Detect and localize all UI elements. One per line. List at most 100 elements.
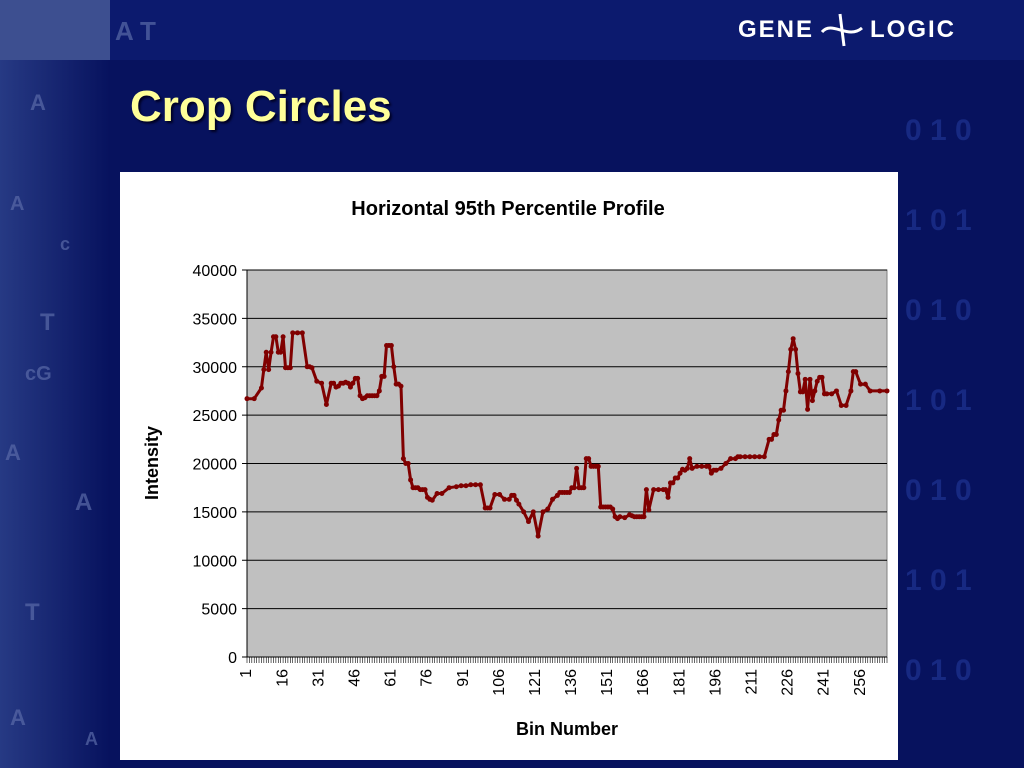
- data-point: [802, 376, 808, 382]
- data-point: [571, 485, 577, 491]
- data-point: [429, 497, 435, 503]
- data-point: [268, 349, 274, 355]
- data-point: [535, 533, 541, 539]
- data-point: [581, 485, 587, 491]
- data-point: [595, 463, 601, 469]
- data-point: [783, 388, 789, 394]
- background-binary: 0 1 0 1 0 1 0 1 0 1 0 1 0 1 0 1 0 1 0 1 …: [905, 114, 972, 687]
- data-point: [785, 369, 791, 375]
- data-point: [788, 346, 794, 352]
- x-tick-label: 76: [419, 669, 436, 687]
- y-tick-label: 35000: [193, 311, 238, 328]
- data-point: [516, 501, 522, 507]
- data-point: [439, 490, 445, 496]
- data-point: [492, 491, 498, 497]
- x-tick-label: 166: [635, 669, 652, 696]
- data-point: [290, 330, 296, 336]
- x-tick-label: 61: [383, 669, 400, 687]
- x-tick-label: 121: [527, 669, 544, 696]
- data-point: [699, 463, 705, 469]
- data-point: [814, 378, 820, 384]
- svg-text:A: A: [10, 193, 24, 215]
- x-tick-label: 241: [816, 669, 833, 696]
- data-point: [345, 380, 351, 386]
- data-point: [665, 494, 671, 500]
- data-point: [400, 456, 406, 462]
- data-point: [463, 483, 469, 489]
- data-point: [526, 519, 532, 525]
- svg-text:cG: cG: [25, 363, 52, 385]
- data-point: [689, 465, 695, 471]
- data-point: [287, 365, 293, 371]
- x-tick-label: 106: [491, 669, 508, 696]
- data-point: [677, 470, 683, 476]
- data-point: [809, 398, 815, 404]
- x-tick-label: 151: [599, 669, 616, 696]
- data-point: [752, 454, 758, 460]
- data-point: [453, 484, 459, 490]
- data-point: [884, 388, 890, 394]
- y-tick-label: 0: [228, 650, 237, 667]
- data-point: [280, 334, 286, 340]
- data-point: [819, 374, 825, 380]
- data-point: [388, 342, 394, 348]
- data-point: [858, 381, 864, 387]
- data-point: [374, 393, 380, 399]
- data-point: [781, 407, 787, 413]
- data-point: [790, 336, 796, 342]
- x-axis-ticks: 1 16 31 46 61 76 91 106 121 136 151 166 181 196 211 226…: [238, 656, 888, 696]
- x-tick-label: 196: [707, 669, 724, 696]
- data-point: [829, 391, 835, 397]
- y-axis-ticks: 0 5000 10000 15000 20000 25000 30000 35000 40000: [193, 263, 248, 667]
- data-point: [521, 509, 527, 515]
- x-tick-label: 211: [743, 669, 760, 695]
- data-point: [824, 391, 830, 397]
- data-point: [408, 477, 414, 483]
- data-point: [350, 380, 356, 386]
- x-tick-label: 31: [310, 669, 327, 687]
- x-tick-label: 136: [563, 669, 580, 696]
- x-tick-label: 226: [780, 669, 797, 696]
- data-point: [684, 465, 690, 471]
- svg-text:1 0 1: 1 0 1: [905, 204, 972, 237]
- x-tick-label: 1: [238, 669, 255, 678]
- chart: Horizontal 95th Percentile Profile 0 5000…: [142, 198, 890, 739]
- data-point: [319, 380, 325, 386]
- x-tick-label: 91: [455, 669, 472, 687]
- x-axis-label: Bin Number: [516, 719, 618, 739]
- data-point: [805, 406, 811, 412]
- data-point: [513, 497, 519, 503]
- data-point: [655, 487, 661, 493]
- data-point: [838, 402, 844, 408]
- data-point: [468, 482, 474, 488]
- data-point: [800, 389, 806, 395]
- data-point: [309, 365, 315, 371]
- data-point: [776, 417, 782, 423]
- data-point: [331, 380, 337, 386]
- y-tick-label: 20000: [193, 457, 238, 474]
- data-point: [540, 509, 546, 515]
- data-point: [323, 401, 329, 407]
- data-point: [586, 456, 592, 462]
- data-point: [398, 383, 404, 389]
- data-point: [795, 371, 801, 377]
- data-point: [713, 467, 719, 473]
- logo-swoosh-icon: [820, 13, 863, 47]
- svg-text:c: c: [60, 234, 70, 254]
- data-point: [381, 373, 387, 379]
- data-point: [273, 334, 279, 340]
- data-point: [807, 376, 813, 382]
- data-point: [867, 388, 873, 394]
- svg-text:A: A: [5, 440, 21, 465]
- data-point: [723, 461, 729, 466]
- svg-text:T: T: [25, 599, 40, 626]
- data-point: [756, 454, 762, 460]
- data-point: [728, 456, 734, 462]
- data-point: [610, 506, 616, 512]
- svg-text:0 1 0: 0 1 0: [905, 294, 972, 327]
- data-point: [651, 487, 657, 493]
- data-point: [675, 475, 681, 481]
- data-point: [862, 381, 868, 387]
- svg-text:T: T: [40, 309, 55, 336]
- data-point: [574, 465, 580, 471]
